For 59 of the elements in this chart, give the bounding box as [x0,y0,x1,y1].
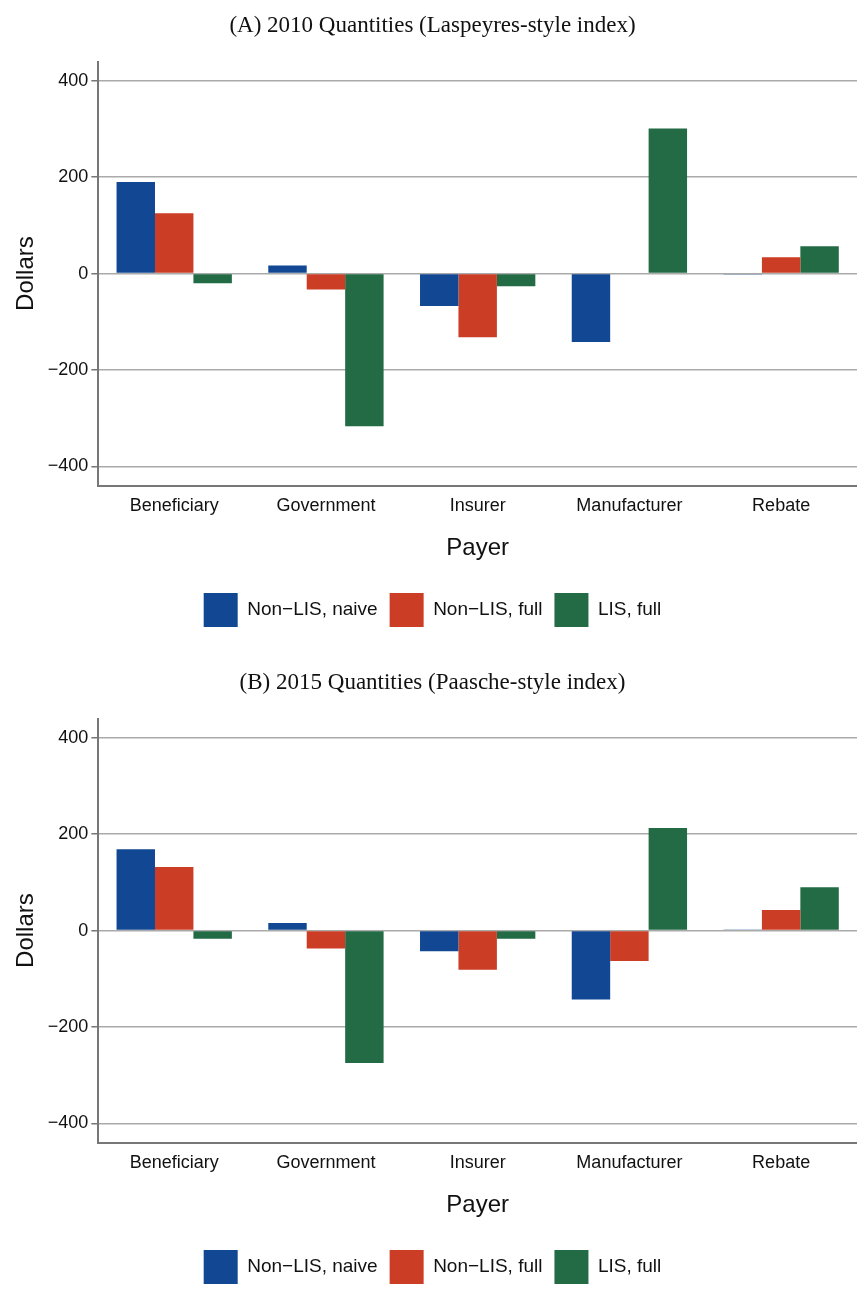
y-tick-label: 400 [58,69,89,90]
bar [571,931,611,1000]
bar [420,931,459,952]
y-tick-label: −400 [47,1112,89,1133]
x-tick-label: Beneficiary [129,495,219,516]
legend-label: Non−LIS, full [433,1255,543,1277]
bar [268,265,307,273]
bar [761,257,801,273]
x-tick-label: Rebate [752,1152,811,1173]
y-tick-label: −400 [47,455,89,476]
x-tick-label: Beneficiary [129,1152,219,1173]
y-axis-title: Dollars [11,893,39,968]
y-tick-label: 200 [58,823,89,844]
bar [648,827,688,930]
legend-label: Non−LIS, naive [247,598,378,620]
x-tick-label: Manufacturer [576,495,683,516]
bar [496,931,536,939]
y-tick-label: 0 [78,919,89,940]
y-axis-title: Dollars [11,236,39,311]
x-tick-label: Manufacturer [576,1152,683,1173]
chart-title: (B) 2015 Quantities (Paasche-style index) [239,668,626,694]
bar [800,887,839,930]
x-tick-label: Insurer [449,1152,506,1173]
x-tick-label: Government [276,1152,376,1173]
legend-label: Non−LIS, naive [247,1255,378,1277]
bar [116,849,155,930]
bar [193,274,232,284]
bar [116,182,155,273]
y-tick-label: −200 [47,1015,89,1036]
bar [193,931,232,939]
bar [496,274,536,287]
bar [648,128,688,273]
bar [268,922,307,930]
y-tick-label: −200 [47,358,89,379]
bar [761,909,801,930]
x-tick-label: Rebate [752,495,811,516]
bar [306,931,346,949]
bar [420,274,459,306]
x-axis-title: Payer [446,1190,510,1218]
bar [306,274,346,290]
bar [154,213,194,273]
y-tick-label: 200 [58,166,89,187]
y-tick-label: 400 [58,726,89,747]
bar [345,931,384,1064]
x-tick-label: Insurer [449,495,506,516]
chart-title: (A) 2010 Quantities (Laspeyres-style index) [229,11,636,37]
y-tick-label: 0 [78,262,89,283]
bar [458,931,497,970]
bar [345,274,384,427]
bar [154,867,194,930]
bar [571,274,611,343]
x-axis-title: Payer [446,533,510,561]
x-tick-label: Government [276,495,376,516]
legend-label: Non−LIS, full [433,598,543,620]
bar [458,274,497,338]
legend-label: LIS, full [597,1255,662,1277]
bar [610,931,649,961]
bar [800,246,839,273]
legend-label: LIS, full [597,598,662,620]
